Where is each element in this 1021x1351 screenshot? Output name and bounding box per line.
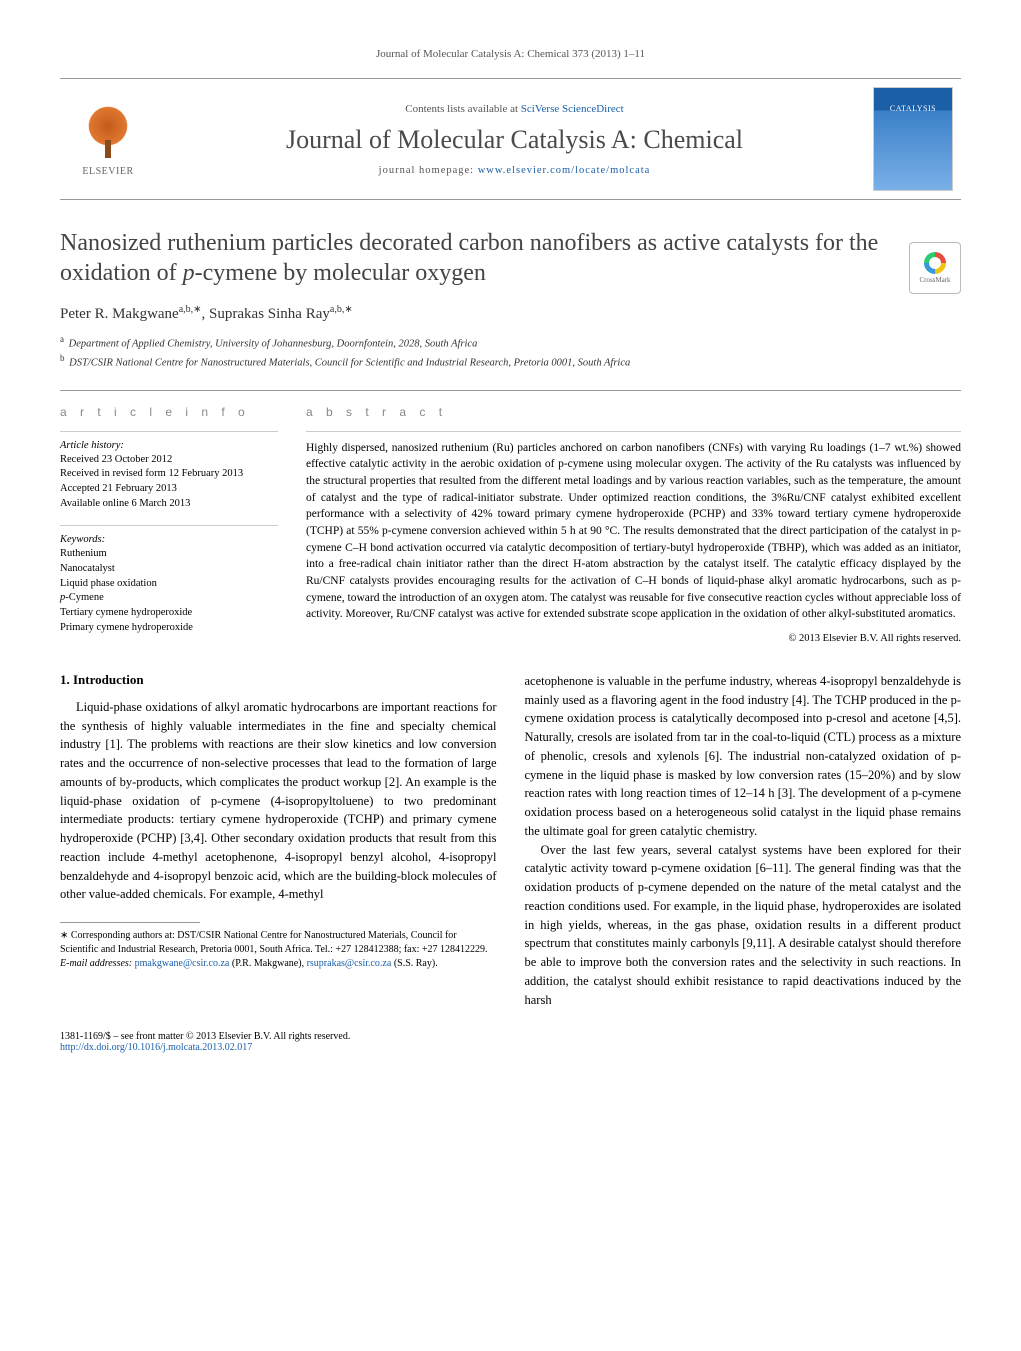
keyword-6: Primary cymene hydroperoxide: [60, 621, 278, 636]
affil-b-text: DST/CSIR National Centre for Nanostructu…: [67, 358, 631, 369]
article-info-heading: a r t i c l e i n f o: [60, 405, 278, 419]
cover-thumb-block: CATALYSIS: [873, 87, 961, 191]
author-1-affil-sup: a,b,∗: [179, 304, 202, 315]
article-history-block: Article history: Received 23 October 201…: [60, 431, 278, 512]
article-info-column: a r t i c l e i n f o Article history: R…: [60, 405, 278, 644]
journal-homepage-link[interactable]: www.elsevier.com/locate/molcata: [478, 165, 651, 176]
crossmark-label: CrossMark: [919, 276, 950, 284]
abstract-text: Highly dispersed, nanosized ruthenium (R…: [306, 431, 961, 623]
abstract-copyright: © 2013 Elsevier B.V. All rights reserved…: [306, 633, 961, 644]
intro-para-2: Over the last few years, several catalys…: [525, 841, 962, 1010]
history-online: Available online 6 March 2013: [60, 497, 278, 512]
keyword-4: p-Cymene: [60, 591, 278, 606]
journal-cover-thumbnail: CATALYSIS: [873, 87, 953, 191]
abstract-column: a b s t r a c t Highly dispersed, nanosi…: [306, 405, 961, 644]
author-2-name: Suprakas Sinha Ray: [209, 306, 330, 322]
masthead-center: Contents lists available at SciVerse Sci…: [156, 99, 873, 180]
sciencedirect-link[interactable]: SciVerse ScienceDirect: [521, 103, 624, 115]
author-1-email-link[interactable]: pmakgwane@csir.co.za: [135, 958, 230, 969]
keyword-5: Tertiary cymene hydroperoxide: [60, 606, 278, 621]
affiliations-block: a Department of Applied Chemistry, Unive…: [60, 333, 961, 372]
intro-para-1-cont: acetophenone is valuable in the perfume …: [525, 672, 962, 841]
cover-thumb-title: CATALYSIS: [880, 104, 946, 113]
email-footnote: E-mail addresses: pmakgwane@csir.co.za (…: [60, 957, 497, 971]
author-1-name: Peter R. Makgwane: [60, 306, 179, 322]
title-post: -cymene by molecular oxygen: [195, 260, 486, 286]
contents-prefix: Contents lists available at: [405, 103, 520, 115]
article-title: Nanosized ruthenium particles decorated …: [60, 228, 961, 288]
email1-who: (P.R. Makgwane),: [229, 958, 306, 969]
authors-line: Peter R. Makgwanea,b,∗, Suprakas Sinha R…: [60, 304, 961, 323]
body-column-right: acetophenone is valuable in the perfume …: [525, 672, 962, 1010]
intro-para-1: Liquid-phase oxidations of alkyl aromati…: [60, 698, 497, 904]
author-2-affil-sup: a,b,∗: [330, 304, 353, 315]
elsevier-tree-icon: [78, 102, 138, 162]
crossmark-icon: [924, 252, 946, 274]
title-ital: p: [183, 260, 195, 286]
keywords-block: Keywords: Ruthenium Nanocatalyst Liquid …: [60, 525, 278, 635]
journal-name: Journal of Molecular Catalysis A: Chemic…: [166, 125, 863, 155]
contents-available-line: Contents lists available at SciVerse Sci…: [166, 103, 863, 115]
history-label: Article history:: [60, 440, 278, 451]
keywords-label: Keywords:: [60, 534, 278, 545]
corresponding-author-footnote: ∗ Corresponding authors at: DST/CSIR Nat…: [60, 929, 497, 957]
history-received: Received 23 October 2012: [60, 453, 278, 468]
crossmark-badge[interactable]: CrossMark: [909, 242, 961, 294]
doi-link[interactable]: http://dx.doi.org/10.1016/j.molcata.2013…: [60, 1042, 252, 1053]
footer-left: 1381-1169/$ – see front matter © 2013 El…: [60, 1031, 350, 1053]
homepage-prefix: journal homepage:: [379, 165, 478, 176]
keyword-3: Liquid phase oxidation: [60, 577, 278, 592]
email-prefix: E-mail addresses:: [60, 958, 135, 969]
journal-homepage-line: journal homepage: www.elsevier.com/locat…: [166, 165, 863, 176]
footer-copyright-line: 1381-1169/$ – see front matter © 2013 El…: [60, 1031, 350, 1042]
info-abstract-row: a r t i c l e i n f o Article history: R…: [60, 390, 961, 644]
author-sep: ,: [202, 306, 210, 322]
publisher-label: ELSEVIER: [82, 166, 133, 177]
author-2-email-link[interactable]: rsuprakas@csir.co.za: [307, 958, 392, 969]
keyword-4-post: -Cymene: [65, 592, 104, 603]
affiliation-a: a Department of Applied Chemistry, Unive…: [60, 333, 961, 352]
body-column-left: 1. Introduction Liquid-phase oxidations …: [60, 672, 497, 1010]
publisher-logo-block: ELSEVIER: [60, 102, 156, 177]
email2-who: (S.S. Ray).: [391, 958, 437, 969]
keyword-2: Nanocatalyst: [60, 562, 278, 577]
journal-masthead: ELSEVIER Contents lists available at Sci…: [60, 78, 961, 200]
page-footer: 1381-1169/$ – see front matter © 2013 El…: [60, 1031, 961, 1053]
keyword-1: Ruthenium: [60, 547, 278, 562]
history-accepted: Accepted 21 February 2013: [60, 482, 278, 497]
history-revised: Received in revised form 12 February 201…: [60, 467, 278, 482]
body-columns: 1. Introduction Liquid-phase oxidations …: [60, 672, 961, 1010]
affil-a-sup: a: [60, 334, 64, 344]
affiliation-b: b DST/CSIR National Centre for Nanostruc…: [60, 352, 961, 371]
footnote-rule: [60, 922, 200, 923]
abstract-heading: a b s t r a c t: [306, 405, 961, 419]
affil-b-sup: b: [60, 353, 65, 363]
running-head: Journal of Molecular Catalysis A: Chemic…: [60, 48, 961, 60]
affil-a-text: Department of Applied Chemistry, Univers…: [66, 339, 477, 350]
section-1-heading: 1. Introduction: [60, 672, 497, 688]
